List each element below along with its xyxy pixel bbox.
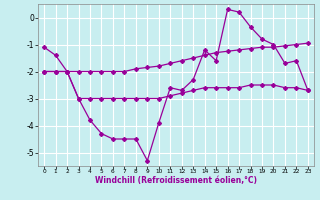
X-axis label: Windchill (Refroidissement éolien,°C): Windchill (Refroidissement éolien,°C) <box>95 176 257 185</box>
